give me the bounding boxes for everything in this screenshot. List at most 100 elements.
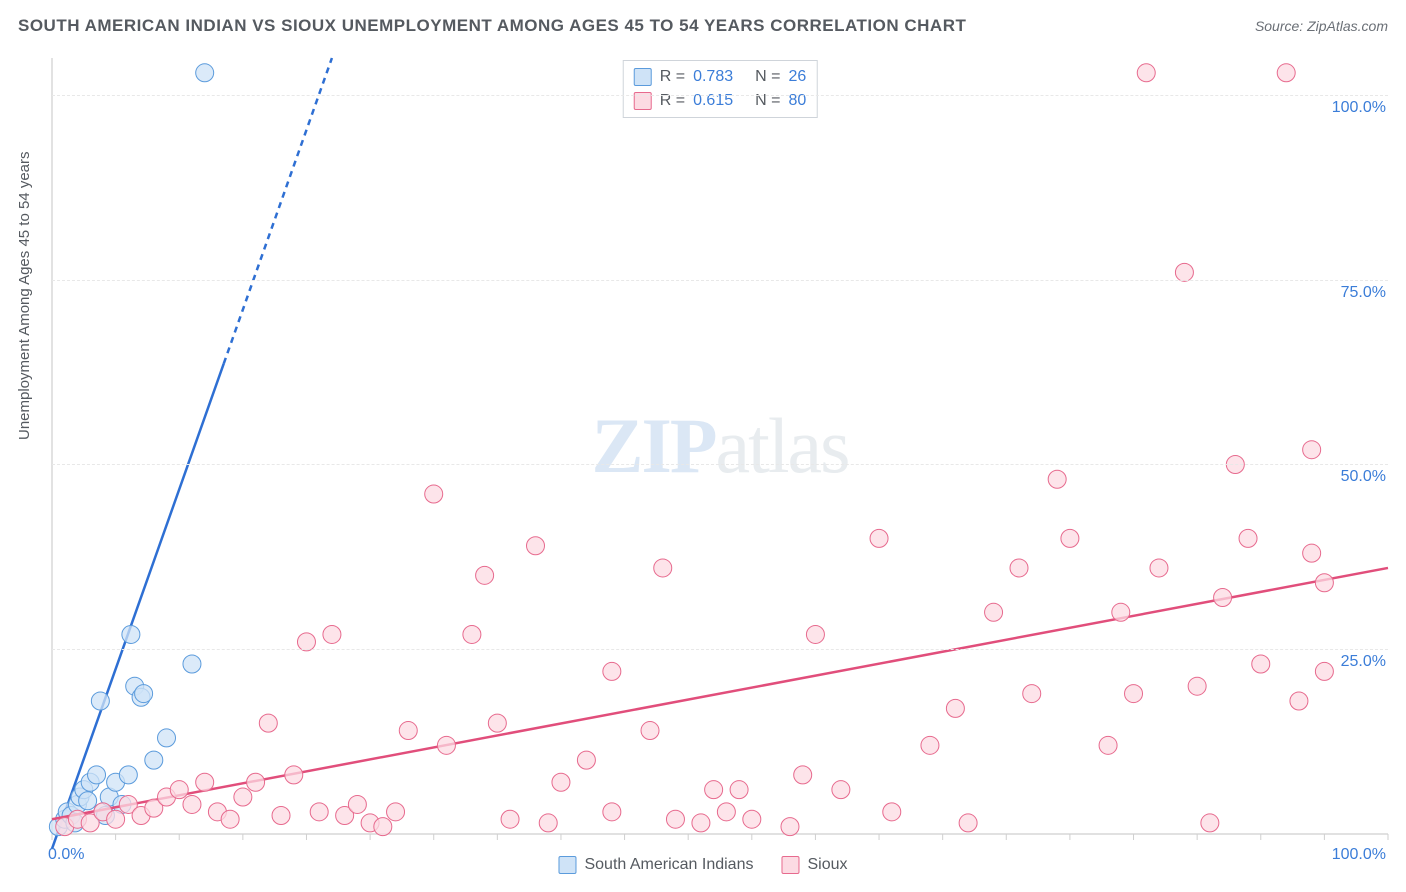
data-point [832,781,850,799]
y-tick-label: 50.0% [1341,468,1386,486]
y-axis-label: Unemployment Among Ages 45 to 54 years [16,151,33,440]
gridline [52,649,1388,650]
data-point [743,810,761,828]
data-point [1010,559,1028,577]
y-tick-label: 25.0% [1341,653,1386,671]
data-point [1214,589,1232,607]
data-point [1201,814,1219,832]
legend-item: Sioux [781,856,847,874]
data-point [527,537,545,555]
data-point [539,814,557,832]
data-point [603,803,621,821]
data-point [1061,529,1079,547]
data-point [794,766,812,784]
legend-swatch [558,856,576,874]
data-point [705,781,723,799]
data-point [552,773,570,791]
data-point [183,795,201,813]
stats-legend: R = 0.783 N = 26 R = 0.615 N = 80 [623,60,818,118]
gridline [52,280,1388,281]
data-point [272,807,290,825]
stat-r-label: R = [660,89,685,113]
data-point [91,692,109,710]
data-point [641,722,659,740]
data-point [196,64,214,82]
data-point [1099,736,1117,754]
data-point [654,559,672,577]
data-point [437,736,455,754]
legend-label: South American Indians [584,856,753,874]
data-point [145,751,163,769]
stat-r-value: 0.615 [693,89,733,113]
data-point [730,781,748,799]
data-point [946,699,964,717]
data-point [476,566,494,584]
data-point [1125,685,1143,703]
stat-r-value: 0.783 [693,65,733,89]
data-point [425,485,443,503]
data-point [1315,574,1333,592]
data-point [717,803,735,821]
gridline [52,464,1388,465]
y-tick-label: 75.0% [1341,284,1386,302]
data-point [1277,64,1295,82]
data-point [883,803,901,821]
data-point [1239,529,1257,547]
data-point [959,814,977,832]
data-point [297,633,315,651]
data-point [666,810,684,828]
y-tick-label: 100.0% [1332,99,1386,117]
data-point [247,773,265,791]
data-point [107,810,125,828]
data-point [921,736,939,754]
data-point [1112,603,1130,621]
data-point [463,625,481,643]
data-point [1290,692,1308,710]
data-point [1252,655,1270,673]
data-point [1315,662,1333,680]
data-point [399,722,417,740]
stat-r-label: R = [660,65,685,89]
data-point [501,810,519,828]
legend-item: South American Indians [558,856,753,874]
data-point [196,773,214,791]
trend-line-dashed [224,58,332,364]
data-point [348,795,366,813]
data-point [1303,441,1321,459]
x-tick-label: 100.0% [1332,846,1386,864]
stats-row: R = 0.615 N = 80 [634,89,807,113]
gridline [52,95,1388,96]
data-point [323,625,341,643]
data-point [285,766,303,784]
data-point [310,803,328,821]
data-point [234,788,252,806]
data-point [135,685,153,703]
data-point [387,803,405,821]
x-tick-label: 0.0% [48,846,84,864]
data-point [170,781,188,799]
data-point [1303,544,1321,562]
data-point [221,810,239,828]
chart-title: SOUTH AMERICAN INDIAN VS SIOUX UNEMPLOYM… [18,16,966,36]
data-point [88,766,106,784]
data-point [1137,64,1155,82]
legend-swatch [634,68,652,86]
data-point [1188,677,1206,695]
data-point [1048,470,1066,488]
source-credit: Source: ZipAtlas.com [1255,18,1388,34]
data-point [806,625,824,643]
data-point [603,662,621,680]
data-point [781,818,799,836]
data-point [259,714,277,732]
stat-n-label: N = [755,65,780,89]
data-point [374,818,392,836]
stat-n-label: N = [755,89,780,113]
data-point [158,729,176,747]
scatter-plot: ZIPatlas R = 0.783 N = 26 R = 0.615 N = … [52,58,1388,834]
data-point [577,751,595,769]
data-point [79,792,97,810]
data-point [985,603,1003,621]
data-point [122,625,140,643]
legend-swatch [781,856,799,874]
stat-n-value: 26 [788,65,806,89]
